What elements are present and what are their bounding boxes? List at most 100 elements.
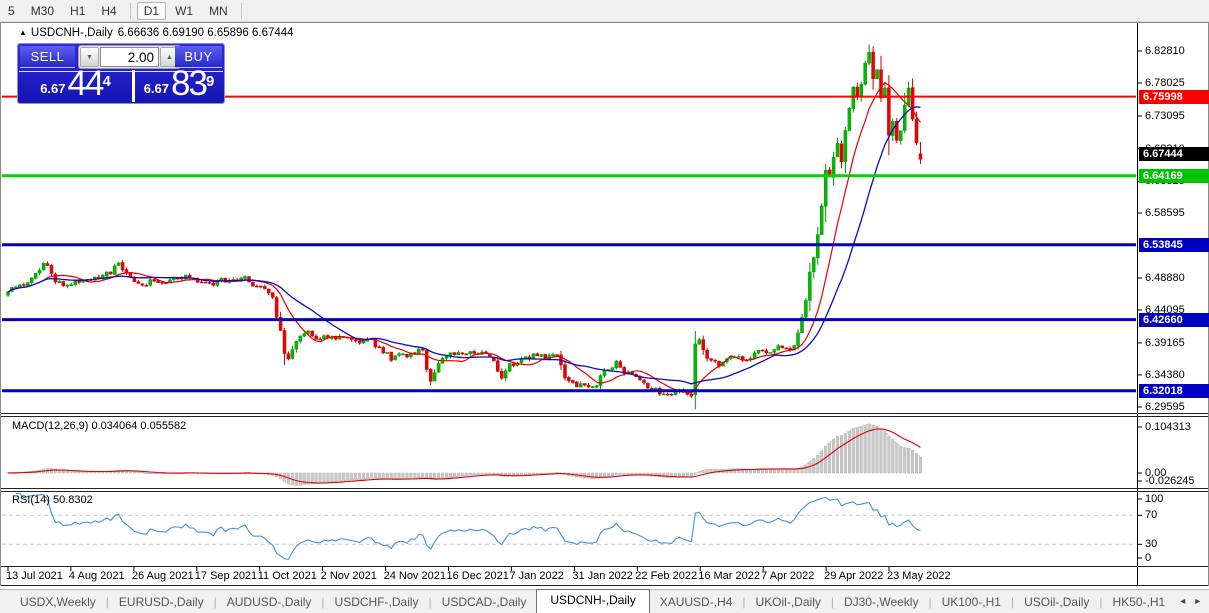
date-axis-label: 22 Feb 2022 [635, 570, 698, 582]
date-axis-label: 24 Nov 2021 [383, 570, 446, 582]
chevron-down-icon: ▼ [86, 53, 93, 61]
trade-panel-toggle-icon[interactable]: ▲ [19, 28, 27, 37]
price-axis-label: 6.82810 [1145, 45, 1185, 57]
macd-panel [6, 423, 923, 486]
price-tag-black: 6.67444 [1139, 146, 1209, 161]
tab-separator: | [742, 594, 746, 609]
tab-separator: | [428, 594, 432, 609]
chart-tab-usdcnh[interactable]: USDCNH-,Daily [536, 588, 650, 613]
buy-price[interactable]: 6.67 83 9 [135, 64, 223, 104]
one-click-trading-panel: SELL ▼ ▲ BUY 6.67 44 4 6.67 83 9 [18, 44, 224, 103]
chart-symbol-title: USDCNH-,Daily [30, 27, 113, 39]
chart-ohlc-values: 6.66636 6.69190 6.65896 6.67444 [117, 27, 294, 39]
ma-slow-blue-line [7, 106, 921, 385]
ma-fast-red-line [7, 81, 921, 394]
date-axis-label: 29 Apr 2022 [824, 570, 884, 582]
rsi-panel [2, 492, 1136, 560]
sell-price-pips: 44 [67, 64, 105, 104]
price-axis-label: 6.58595 [1145, 206, 1185, 219]
price-divider [132, 70, 135, 102]
macd-axis-label: -0.026245 [1145, 475, 1195, 487]
buy-price-prefix: 6.67 [143, 81, 170, 96]
macd-main-line [7, 423, 921, 486]
rsi-label: RSI(14) 50.8302 [12, 494, 93, 506]
main-price-panel [2, 44, 1137, 410]
date-axis-label: 13 Jul 2021 [6, 570, 63, 582]
price-tag-blue: 6.32018 [1139, 383, 1209, 398]
volume-input[interactable] [100, 47, 159, 67]
buy-button[interactable]: BUY [175, 46, 222, 68]
chart-tab-eurusd[interactable]: EURUSD-,Daily [118, 594, 204, 609]
rsi-axis-label: 0 [1145, 552, 1152, 564]
date-axis-label: 26 Aug 2021 [131, 570, 194, 582]
macd-axis-label: 0.104313 [1145, 421, 1191, 433]
chart-tab-usdcad[interactable]: USDCAD-,Daily [441, 594, 527, 609]
chart-tab-usdx[interactable]: USDX,Weekly [20, 594, 96, 609]
price-tag-green: 6.64169 [1139, 168, 1209, 183]
tab-separator: | [928, 594, 932, 609]
rsi-axis-label: 100 [1145, 493, 1164, 505]
window-frame [0, 22, 1209, 586]
chart-tab-ukoil[interactable]: UKOil-,Daily [755, 594, 821, 609]
timeframe-toolbar: 5 M30 H1 H4 D1 W1 MN [0, 0, 1209, 22]
timeframe-button-5[interactable]: 5 [8, 3, 15, 18]
date-axis-label: 2 Nov 2021 [320, 570, 377, 582]
price-axis-label: 6.29595 [1145, 400, 1185, 413]
price-axis-label: 6.78025 [1145, 77, 1185, 89]
price-axis-label: 6.73095 [1145, 109, 1185, 122]
macd-histogram [6, 423, 923, 486]
date-axis-label: 31 Jan 2022 [572, 570, 633, 582]
tab-separator: | [1099, 594, 1103, 609]
tab-separator: | [213, 594, 217, 609]
buy-price-pips: 83 [171, 64, 208, 104]
macd-signal-line [7, 428, 921, 484]
timeframe-button-h4[interactable]: H4 [101, 3, 117, 18]
chart-tab-usoil[interactable]: USOil-,Daily [1024, 594, 1090, 609]
date-axis-label: 23 May 2022 [887, 570, 951, 582]
rsi-line [15, 492, 921, 560]
timeframe-button-m30[interactable]: M30 [30, 3, 55, 18]
toolbar-separator [129, 2, 131, 19]
date-axis-label: 11 Oct 2021 [257, 570, 317, 582]
sell-price-prefix: 6.67 [40, 81, 66, 96]
tabs-scroll-left-icon[interactable]: ◂ [1180, 596, 1186, 607]
tab-separator: | [830, 594, 834, 609]
price-axis-label: 6.39165 [1145, 336, 1185, 349]
price-tag-blue: 6.42660 [1139, 312, 1209, 327]
timeframe-button-d1[interactable]: D1 [136, 1, 167, 20]
price-tag-blue: 6.53845 [1139, 237, 1209, 252]
sell-button[interactable]: SELL [20, 46, 75, 68]
chart-title: ▲ USDCNH-,Daily 6.66636 6.69190 6.65896 6.… [19, 27, 294, 39]
rsi-axis-label: 70 [1145, 509, 1158, 522]
chart-tab-audusd[interactable]: AUDUSD-,Daily [226, 594, 312, 609]
date-axis-label: 16 Mar 2022 [698, 570, 760, 582]
volume-stepper: ▼ ▲ [78, 45, 181, 69]
date-axis-label: 4 Aug 2021 [68, 570, 125, 582]
horizontal-level-lines[interactable] [2, 95, 1137, 393]
timeframe-button-h1[interactable]: H1 [70, 3, 86, 18]
chart-tab-dj30[interactable]: DJ30-,Weekly [843, 594, 919, 609]
timeframe-button-mn[interactable]: MN [209, 3, 228, 18]
macd-label: MACD(12,26,9) 0.034064 0.055582 [12, 420, 187, 432]
sell-price-point: 4 [102, 73, 111, 90]
chart-tab-uk100[interactable]: UK100-,H1 [941, 594, 1001, 609]
date-axis-label: 7 Jan 2022 [509, 570, 564, 582]
rsi-axis-label: 30 [1145, 538, 1158, 551]
tab-separator: | [1010, 594, 1015, 609]
buy-price-point: 9 [205, 73, 215, 90]
macd-axis-label: 0.00 [1145, 467, 1167, 479]
timeframe-button-w1[interactable]: W1 [175, 3, 194, 18]
volume-decrease-button[interactable]: ▼ [80, 47, 99, 67]
chart-tab-hk50[interactable]: HK50-,H1 [1112, 594, 1166, 609]
date-axis-label: 7 Apr 2022 [761, 570, 815, 582]
sell-price[interactable]: 6.67 44 4 [19, 64, 132, 104]
tabs-scroll-right-icon[interactable]: ▸ [1195, 596, 1201, 607]
chevron-up-icon: ▲ [166, 53, 173, 61]
chart-tab-xauusd[interactable]: XAUUSD-,H4 [659, 594, 733, 609]
chart-tab-usdchf[interactable]: USDCHF-,Daily [334, 594, 419, 609]
date-axis-label: 17 Sep 2021 [194, 570, 258, 582]
tab-separator: | [105, 594, 109, 609]
price-axis-label: 6.34380 [1145, 368, 1185, 381]
